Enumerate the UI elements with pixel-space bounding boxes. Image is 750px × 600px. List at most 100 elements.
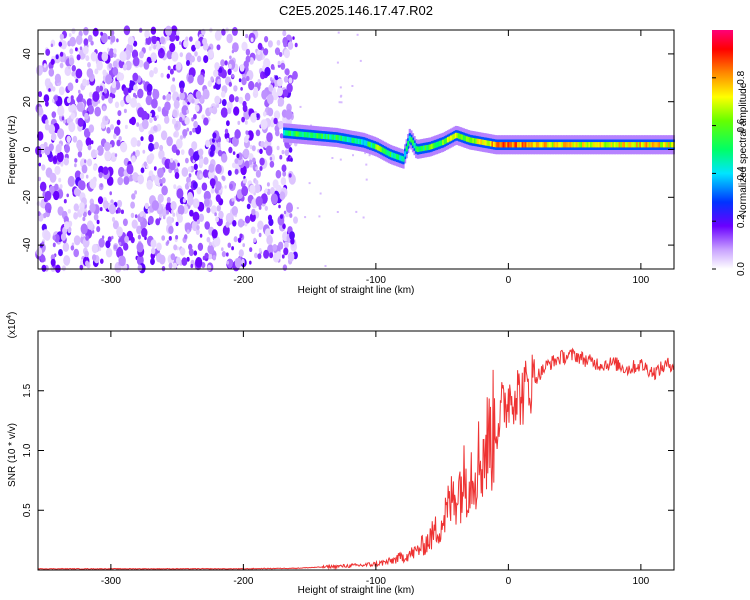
ridge-core xyxy=(389,151,392,158)
noise-cell xyxy=(130,201,136,209)
ridge-core xyxy=(470,137,473,143)
y-tick-label: 0.5 xyxy=(22,503,33,517)
noise-cell xyxy=(263,48,269,56)
ridge-core xyxy=(386,150,389,156)
noise-cell xyxy=(288,173,292,178)
ridge-core xyxy=(545,142,548,148)
noise-cell xyxy=(150,52,157,63)
ridge-core xyxy=(540,142,543,148)
noise-cell xyxy=(234,168,239,175)
noise-cell xyxy=(136,140,141,147)
noise-speck xyxy=(304,216,307,219)
noise-cell xyxy=(130,212,135,219)
ridge-core xyxy=(365,140,368,147)
noise-cell xyxy=(264,66,271,77)
noise-cell xyxy=(250,37,254,42)
noise-cell xyxy=(226,137,230,143)
noise-cell xyxy=(170,201,177,211)
ridge-core xyxy=(440,140,443,146)
noise-cell xyxy=(177,204,185,216)
noise-cell xyxy=(254,183,261,194)
noise-cell xyxy=(61,265,66,272)
ridge-core xyxy=(284,130,287,136)
noise-cell xyxy=(144,202,149,210)
ridge-core xyxy=(475,138,478,144)
noise-cell xyxy=(156,114,159,119)
noise-cell xyxy=(255,166,258,171)
noise-cell xyxy=(240,87,243,91)
noise-cell xyxy=(73,187,80,197)
ridge-core xyxy=(656,142,659,148)
noise-cell xyxy=(100,31,103,36)
noise-cell xyxy=(259,148,263,154)
noise-cell xyxy=(266,235,273,245)
noise-cell xyxy=(276,39,281,46)
ridge-core xyxy=(561,142,564,148)
ridge-core xyxy=(593,142,596,148)
noise-cell xyxy=(226,120,230,127)
ridge-core xyxy=(586,142,589,148)
ridge-core xyxy=(392,153,395,159)
ridge-core xyxy=(462,135,465,141)
noise-cell xyxy=(108,203,116,215)
noise-cell xyxy=(270,229,274,235)
noise-cell xyxy=(192,211,200,222)
noise-cell xyxy=(38,176,41,182)
noise-cell xyxy=(142,80,146,85)
noise-cell xyxy=(285,109,293,120)
noise-cell xyxy=(224,128,229,134)
noise-cell xyxy=(77,151,83,158)
noise-cell xyxy=(107,35,111,40)
ridge-core xyxy=(553,142,556,148)
ridge-core xyxy=(534,142,537,148)
noise-cell xyxy=(241,116,246,123)
noise-cell xyxy=(190,263,194,269)
noise-cell xyxy=(114,153,118,158)
noise-cell xyxy=(73,212,78,220)
noise-cell xyxy=(57,206,64,216)
noise-cell xyxy=(159,150,165,158)
noise-cell xyxy=(118,72,125,81)
ridge-core xyxy=(508,142,512,148)
noise-cell xyxy=(53,190,60,201)
noise-cell xyxy=(108,63,113,69)
ridge-core xyxy=(631,142,634,148)
noise-cell xyxy=(105,240,111,249)
ridge-core xyxy=(396,154,399,160)
noise-cell xyxy=(134,214,138,219)
noise-cell xyxy=(197,242,204,251)
noise-cell xyxy=(76,101,84,112)
noise-cell xyxy=(164,101,171,111)
noise-cell xyxy=(125,94,131,104)
noise-cell xyxy=(249,247,253,253)
noise-cell xyxy=(51,86,56,92)
noise-cell xyxy=(96,219,100,225)
snr-scale-note: (x104) xyxy=(6,312,18,339)
noise-cell xyxy=(181,167,189,177)
noise-cell xyxy=(69,36,76,47)
ridge-core xyxy=(445,138,448,144)
noise-cell xyxy=(135,149,141,157)
noise-cell xyxy=(227,68,232,76)
noise-cell xyxy=(282,89,289,98)
noise-cell xyxy=(177,213,183,223)
noise-cell xyxy=(155,218,161,226)
noise-cell xyxy=(39,181,47,192)
noise-cell xyxy=(267,107,274,117)
noise-cell xyxy=(66,135,71,143)
ridge-core xyxy=(620,142,623,148)
spectrogram-y-axis-label: Frequency (Hz) xyxy=(7,116,18,185)
noise-cell xyxy=(259,157,265,166)
noise-cell xyxy=(102,69,107,76)
noise-cell xyxy=(68,65,71,70)
noise-cell xyxy=(38,91,43,98)
noise-cell xyxy=(107,47,110,52)
noise-cell xyxy=(173,244,178,251)
noise-cell xyxy=(146,165,149,169)
ridge-core xyxy=(415,145,418,152)
noise-cell xyxy=(118,255,126,267)
noise-cell xyxy=(231,162,236,169)
noise-cell xyxy=(51,132,57,141)
noise-cell xyxy=(54,73,62,84)
ridge-core xyxy=(345,136,348,142)
